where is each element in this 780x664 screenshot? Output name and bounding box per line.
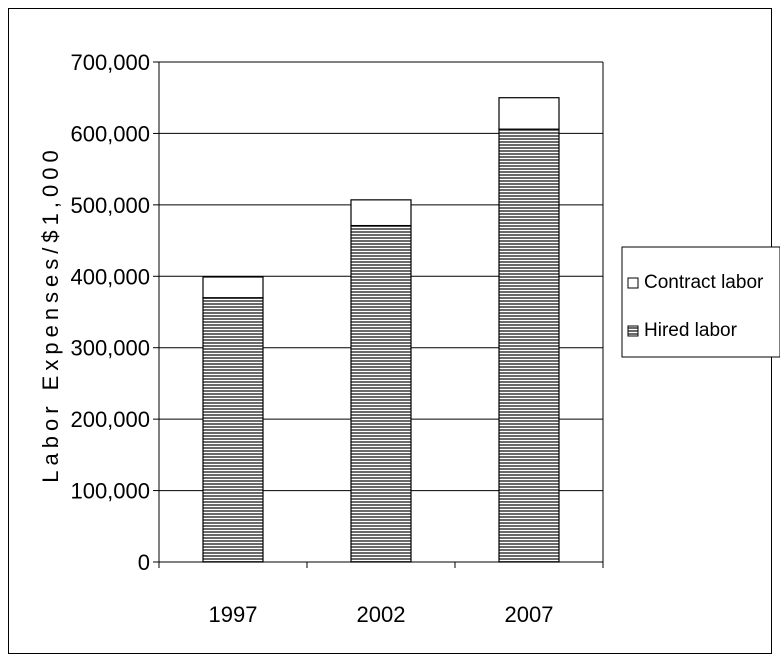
bar-contract-labor-1997	[202, 276, 264, 299]
bar-hired-labor-2002	[350, 224, 412, 563]
legend-box	[621, 246, 780, 358]
bars	[202, 97, 560, 563]
bar-contract-labor-2007	[498, 97, 560, 130]
y-tick-label: 400,000	[70, 264, 150, 289]
x-tick-label: 1997	[209, 602, 258, 627]
y-tick-label: 700,000	[70, 50, 150, 75]
legend-swatch-contract-labor	[627, 277, 639, 289]
y-tick-label: 200,000	[70, 407, 150, 432]
y-tick-label: 100,000	[70, 479, 150, 504]
bar-contract-labor-2002	[350, 199, 412, 227]
legend-label-hired-labor: Hired labor	[644, 320, 738, 341]
y-tick-label: 500,000	[70, 193, 150, 218]
legend-label-contract-labor: Contract labor	[644, 272, 764, 293]
x-tick-labels: 1997 2002 2007	[209, 602, 554, 627]
x-tick-label: 2002	[357, 602, 406, 627]
bar-hired-labor-2007	[498, 128, 560, 563]
legend-swatch-hired-labor	[627, 325, 639, 337]
y-tick-labels: 0 100,000 200,000 300,000 400,000 500,000 600,…	[70, 50, 150, 575]
y-axis-label: Labor Expenses/$1,000	[38, 145, 63, 482]
y-tick-label: 600,000	[70, 121, 150, 146]
x-tick-label: 2007	[505, 602, 554, 627]
y-tick-label: 300,000	[70, 336, 150, 361]
legend: Contract labor Hired labor	[621, 246, 780, 358]
bar-hired-labor-1997	[202, 297, 264, 563]
y-tick-label: 0	[138, 550, 150, 575]
